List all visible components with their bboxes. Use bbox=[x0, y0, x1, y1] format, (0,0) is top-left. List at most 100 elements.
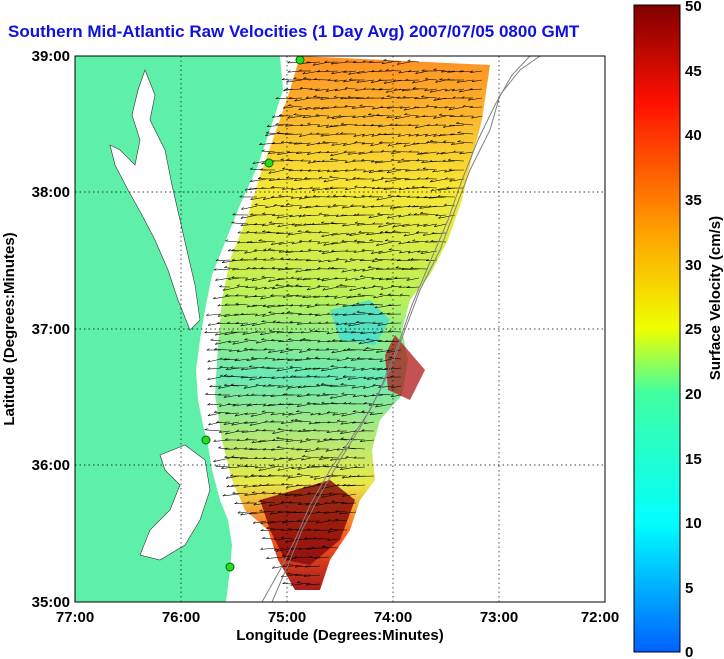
velocity-arrow-head bbox=[413, 213, 417, 215]
velocity-arrow bbox=[448, 106, 465, 111]
velocity-arrow bbox=[303, 484, 321, 489]
velocity-arrow-head bbox=[356, 310, 360, 313]
velocity-arrow-head bbox=[207, 377, 210, 380]
velocity-arrow bbox=[386, 349, 402, 353]
velocity-arrow bbox=[278, 340, 294, 343]
velocity-arrow-head bbox=[404, 113, 408, 115]
velocity-arrow-head bbox=[468, 88, 472, 91]
velocity-arrow-head bbox=[225, 431, 228, 435]
velocity-arrow bbox=[360, 331, 375, 334]
velocity-arrow-head bbox=[245, 438, 249, 440]
velocity-arrow-head bbox=[356, 474, 360, 477]
velocity-arrow-head bbox=[341, 239, 345, 242]
velocity-arrow-head bbox=[302, 214, 306, 217]
velocity-arrow-head bbox=[241, 367, 244, 371]
velocity-arrow-head bbox=[379, 141, 383, 144]
velocity-arrow-head bbox=[276, 331, 280, 334]
velocity-arrow-head bbox=[392, 79, 396, 82]
velocity-arrow-head bbox=[348, 475, 352, 478]
velocity-arrow-head bbox=[357, 293, 361, 296]
velocity-arrow-head bbox=[406, 278, 410, 281]
velocity-arrow-head bbox=[240, 376, 244, 379]
velocity-arrow-head bbox=[263, 347, 267, 350]
velocity-arrow-head bbox=[248, 365, 252, 368]
velocity-arrow-head bbox=[268, 279, 271, 282]
velocity-arrow-head bbox=[223, 395, 227, 398]
velocity-arrow bbox=[247, 304, 258, 308]
velocity-arrow-head bbox=[348, 78, 352, 81]
velocity-arrow bbox=[383, 187, 402, 190]
velocity-arrow bbox=[367, 267, 384, 270]
velocity-arrow-head bbox=[318, 230, 322, 233]
velocity-arrow-head bbox=[277, 268, 281, 271]
velocity-arrow-head bbox=[372, 285, 376, 287]
colorbar-tick-label: 10 bbox=[685, 515, 702, 532]
velocity-arrow-head bbox=[264, 356, 268, 359]
velocity-arrow bbox=[376, 393, 393, 396]
velocity-arrow bbox=[327, 538, 339, 541]
velocity-arrow-head bbox=[290, 583, 294, 586]
velocity-arrow-head bbox=[354, 239, 358, 242]
velocity-arrow-head bbox=[423, 195, 427, 199]
velocity-arrow bbox=[285, 439, 303, 442]
velocity-arrow-head bbox=[449, 114, 453, 117]
velocity-arrow-head bbox=[277, 304, 280, 307]
velocity-arrow bbox=[240, 313, 258, 315]
velocity-arrow-head bbox=[369, 239, 373, 241]
velocity-arrow bbox=[342, 484, 357, 487]
velocity-arrow bbox=[253, 250, 267, 252]
velocity-arrow-head bbox=[407, 213, 411, 216]
velocity-arrow bbox=[268, 277, 285, 282]
velocity-arrow-head bbox=[299, 169, 303, 172]
velocity-arrow-head bbox=[278, 250, 282, 253]
velocity-arrow-head bbox=[363, 402, 367, 404]
velocity-arrow bbox=[277, 466, 294, 471]
velocity-arrow bbox=[289, 321, 303, 324]
velocity-arrow-head bbox=[240, 512, 243, 516]
velocity-arrow bbox=[266, 528, 285, 531]
velocity-arrow bbox=[381, 151, 393, 153]
velocity-arrow-head bbox=[207, 367, 211, 370]
velocity-arrow bbox=[403, 142, 420, 147]
velocity-arrow-head bbox=[217, 314, 221, 317]
velocity-arrow-head bbox=[290, 547, 294, 550]
velocity-arrow bbox=[232, 340, 249, 345]
velocity-arrow bbox=[223, 385, 240, 387]
velocity-arrow bbox=[313, 529, 330, 532]
velocity-arrow-head bbox=[342, 223, 345, 227]
velocity-arrow-head bbox=[459, 151, 463, 155]
velocity-arrow-head bbox=[244, 493, 248, 496]
velocity-arrow-head bbox=[290, 276, 294, 279]
velocity-arrow-head bbox=[277, 224, 281, 228]
velocity-arrow-head bbox=[380, 204, 384, 207]
velocity-arrow-head bbox=[276, 358, 280, 361]
velocity-arrow-head bbox=[341, 413, 344, 417]
velocity-arrow-head bbox=[298, 547, 302, 550]
velocity-arrow bbox=[408, 133, 420, 137]
velocity-arrow-head bbox=[372, 187, 375, 190]
velocity-arrow bbox=[295, 484, 312, 487]
velocity-arrow bbox=[333, 169, 348, 173]
velocity-arrow bbox=[449, 133, 465, 136]
velocity-arrow-head bbox=[285, 347, 289, 350]
velocity-arrow-head bbox=[332, 194, 336, 197]
velocity-arrow bbox=[356, 303, 375, 306]
velocity-arrow bbox=[468, 97, 483, 101]
velocity-arrow bbox=[215, 340, 231, 345]
velocity-arrow-head bbox=[273, 548, 277, 551]
velocity-arrow bbox=[448, 159, 465, 162]
velocity-arrow-head bbox=[386, 312, 390, 315]
velocity-arrow-head bbox=[385, 68, 389, 71]
velocity-arrow-head bbox=[424, 77, 428, 80]
velocity-arrow-head bbox=[327, 374, 331, 377]
velocity-arrow-head bbox=[319, 457, 322, 460]
velocity-arrow bbox=[306, 358, 321, 360]
velocity-arrow-head bbox=[277, 510, 281, 513]
velocity-arrow bbox=[309, 88, 321, 90]
velocity-arrow bbox=[298, 313, 312, 316]
velocity-arrow-head bbox=[363, 394, 367, 398]
velocity-arrow-head bbox=[345, 356, 349, 359]
velocity-arrow-head bbox=[333, 105, 337, 108]
velocity-arrow bbox=[269, 511, 285, 515]
velocity-arrow-head bbox=[311, 546, 315, 549]
